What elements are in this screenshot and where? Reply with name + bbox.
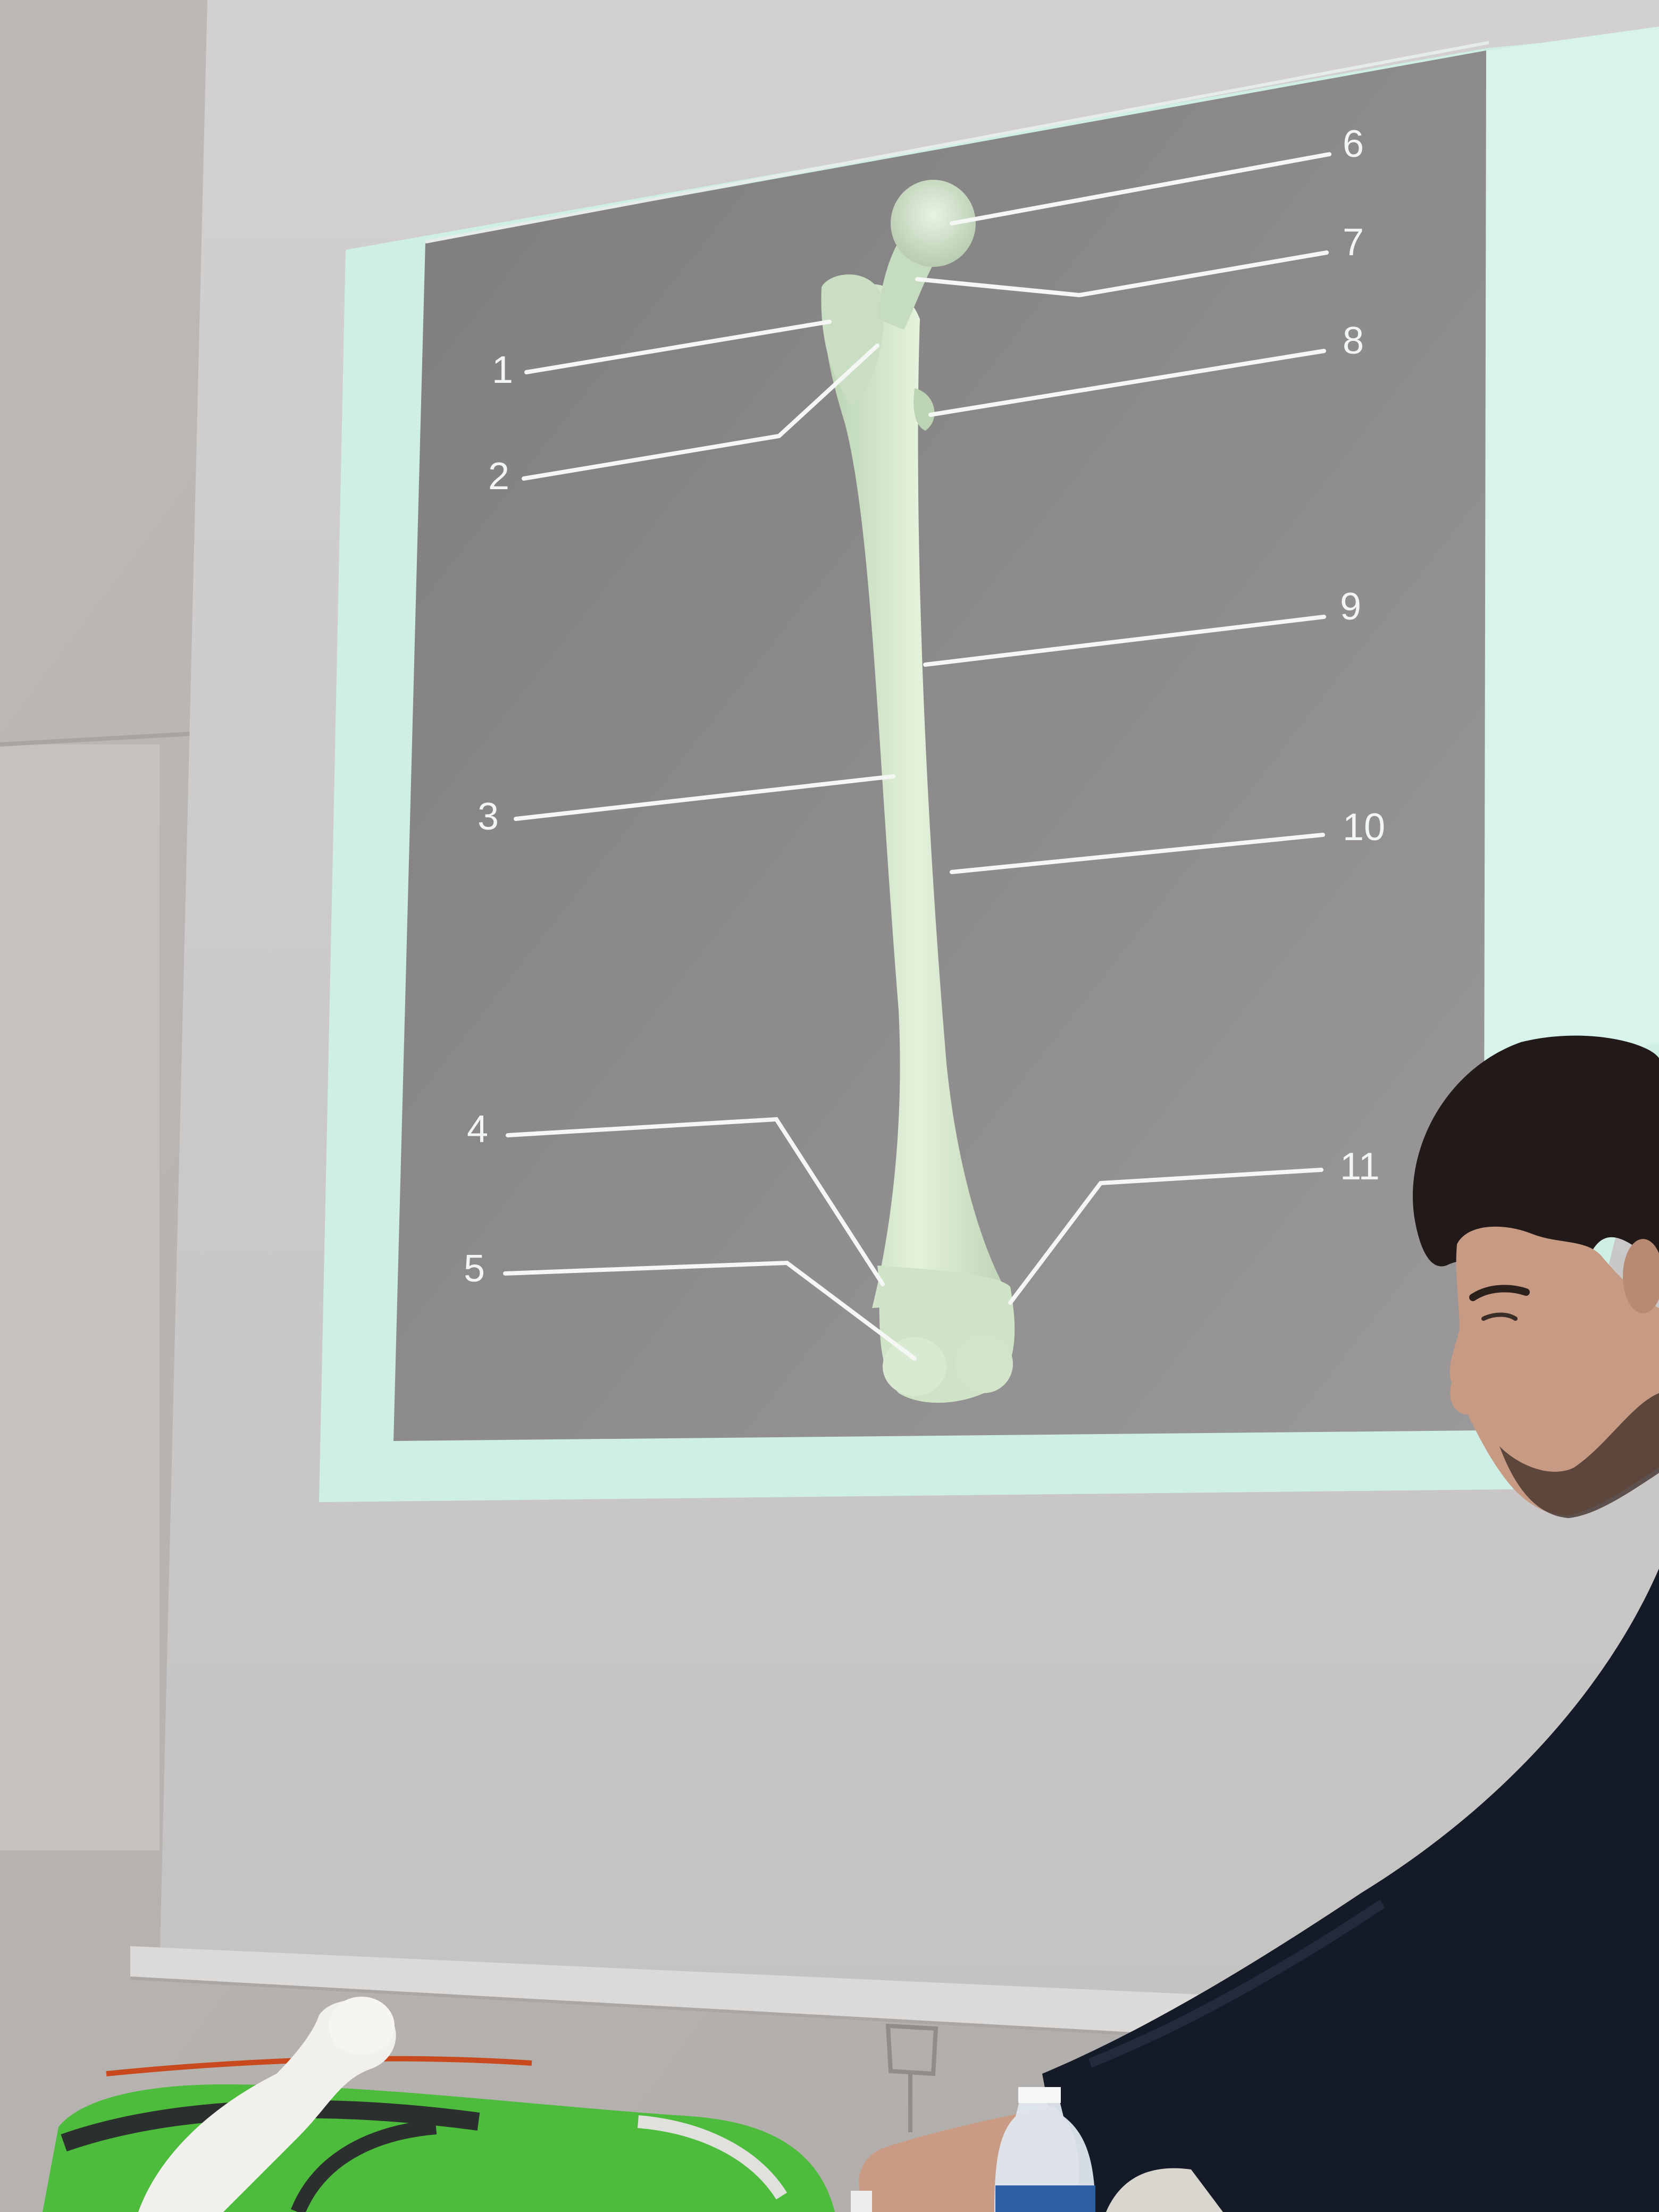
leader-line-9 — [923, 615, 1326, 667]
water-bottle — [994, 2095, 1095, 2212]
wall-edge — [0, 732, 192, 747]
leader-line-5 — [503, 1260, 917, 1361]
slide-label-8: 8 — [1343, 320, 1364, 362]
slide-label-1: 1 — [492, 349, 513, 391]
leader-lines — [503, 152, 1331, 1361]
leader-line-7 — [915, 250, 1329, 298]
whiteboard-left — [0, 744, 160, 1850]
femur-bone — [821, 180, 1015, 1403]
slide-label-7: 7 — [1343, 221, 1364, 264]
slide-label-11: 11 — [1340, 1145, 1380, 1188]
presenter-beard — [1499, 1393, 1659, 1518]
slide-label-3: 3 — [477, 795, 499, 838]
leader-line-1 — [524, 320, 832, 374]
slide-label-5: 5 — [464, 1247, 485, 1290]
screen-pull-handle — [885, 2023, 939, 2076]
leader-line-3 — [514, 774, 895, 821]
femoral-head — [891, 180, 976, 267]
slide-top-line — [425, 41, 1489, 244]
slide-label-4: 4 — [467, 1108, 488, 1151]
slide-label-10: 10 — [1343, 806, 1385, 849]
leader-line-11 — [1008, 1168, 1323, 1305]
leader-line-6 — [950, 152, 1331, 225]
slide-label-6: 6 — [1343, 123, 1364, 165]
slide-right-panel — [1484, 27, 1659, 1090]
slide-image-area — [393, 51, 1486, 1441]
leader-line-4 — [506, 1117, 885, 1286]
presenter-sweater — [1042, 1569, 1659, 2212]
slide-label-9: 9 — [1340, 585, 1361, 628]
leader-line-10 — [950, 833, 1325, 874]
leader-line-2 — [522, 343, 879, 481]
leader-line-8 — [928, 349, 1326, 417]
slide-label-2: 2 — [488, 455, 509, 498]
presenter-hair — [1412, 1035, 1659, 1283]
femur-model — [138, 2000, 396, 2212]
foreground-desk-items — [43, 1997, 1223, 2212]
